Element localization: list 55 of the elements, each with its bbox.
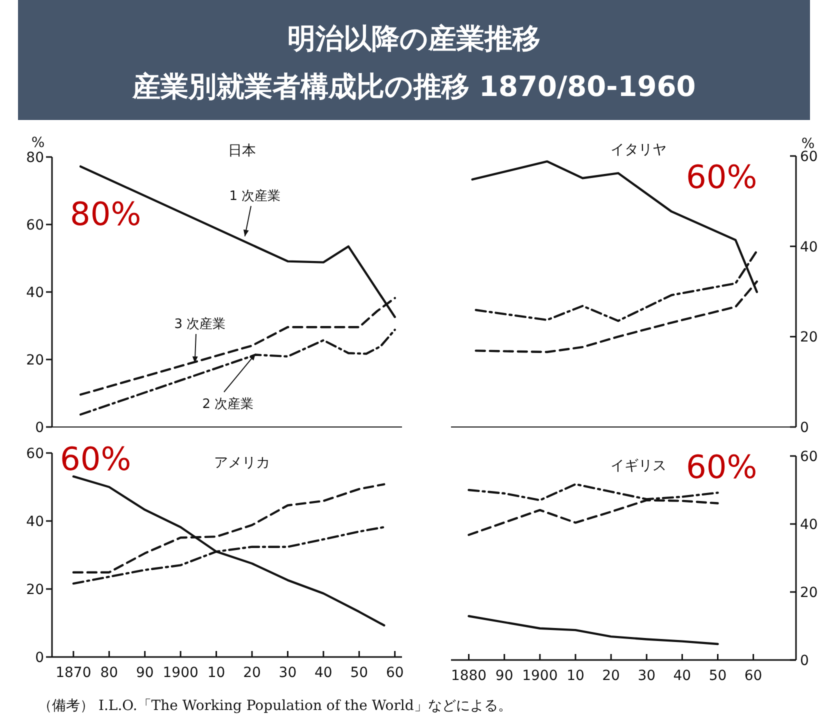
y2-tick-label: 0 [800, 420, 809, 436]
y2-tick-label: 0 [800, 653, 809, 669]
y2-tick-label: 20 [800, 585, 818, 601]
y-tick-label: 60 [26, 218, 44, 234]
x-tick-label: 20 [602, 668, 620, 684]
x-tick-label: 10 [207, 665, 226, 681]
x-tick-label: 90 [136, 665, 154, 681]
y-tick-label: 0 [35, 420, 44, 436]
annotation: 3 次産業 [174, 316, 226, 332]
text: （備考） I.L.O.「The Working Population of the World」などによる。 [38, 698, 512, 714]
y2-tick-label: 40 [800, 239, 818, 256]
y-tick-label: 0 [35, 650, 44, 666]
chart-title: 日本 [228, 143, 256, 159]
text: 産業別就業者構成比の推移 1870/80-1960 [131, 70, 696, 103]
text: 明治以降の産業推移 [288, 22, 540, 55]
y2-tick-label: 40 [800, 517, 818, 533]
line-series [468, 615, 719, 646]
x-tick-label: 50 [350, 665, 368, 681]
y2-tick-label: 20 [800, 330, 818, 346]
x-tick-label: 60 [386, 665, 404, 681]
x-tick-label: 90 [495, 668, 514, 684]
y-tick-label: 80 [26, 150, 44, 166]
annotation: 1 次産業 [229, 188, 281, 204]
x-tick-label: 30 [638, 668, 656, 684]
line-series [72, 475, 386, 626]
x-tick-label: 1900 [522, 668, 558, 684]
y-axis-title: % [31, 135, 45, 151]
chart-title: イギリス [610, 458, 666, 474]
x-tick-label: 1880 [450, 668, 487, 684]
x-tick-label: 30 [278, 665, 297, 681]
x-tick-label: 10 [566, 668, 584, 684]
y-tick-label: 20 [26, 582, 44, 598]
x-tick-label: 60 [744, 668, 762, 684]
chart-title: イタリヤ [610, 142, 666, 158]
x-tick-label: 40 [673, 668, 692, 684]
annotation: 60% [686, 448, 758, 486]
x-tick-label: 80 [100, 665, 118, 681]
chart-title: アメリカ [214, 455, 270, 471]
annotation: 2 次産業 [202, 396, 254, 412]
x-tick-label: 1870 [56, 665, 92, 681]
y2-tick-label: 60 [800, 449, 818, 465]
x-tick-label: 20 [243, 665, 261, 681]
annotation: 60% [686, 158, 758, 196]
y2-axis-title: % [801, 136, 815, 152]
y-tick-label: 20 [26, 352, 44, 368]
annotation: 60% [60, 440, 132, 478]
x-tick-label: 40 [314, 665, 332, 681]
line-series [79, 328, 396, 416]
y-tick-label: 40 [26, 285, 44, 301]
x-tick-label: 1900 [162, 665, 198, 681]
x-tick-label: 50 [708, 668, 727, 684]
y2-tick-label: 60 [800, 149, 818, 165]
y-tick-label: 60 [26, 446, 44, 462]
y-tick-label: 40 [26, 514, 44, 530]
annotation: 80% [70, 195, 142, 233]
